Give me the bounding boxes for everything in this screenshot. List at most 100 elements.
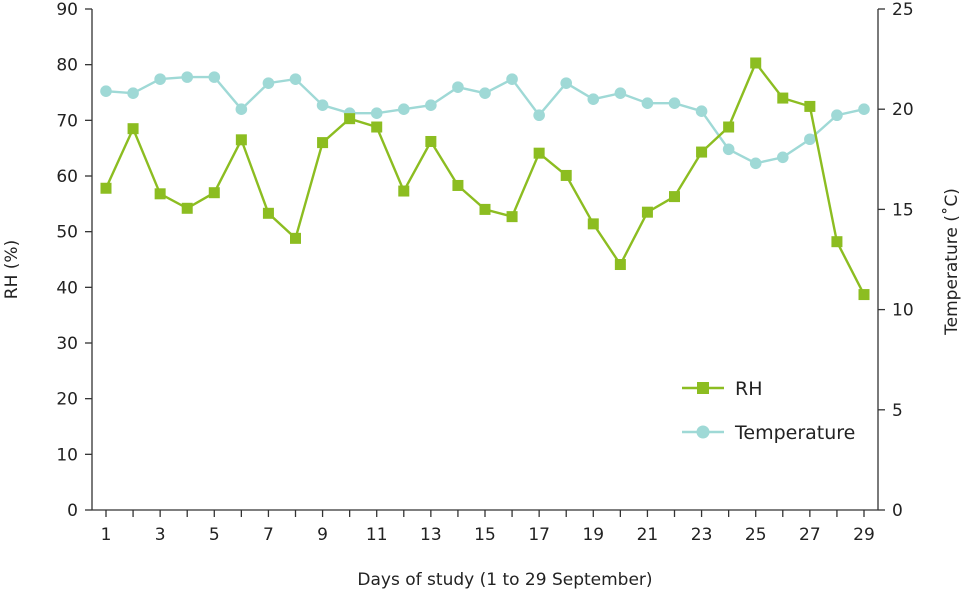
y2-tick-label: 25 (892, 0, 914, 20)
x-tick-label: 11 (366, 525, 388, 545)
data-point-temperature (100, 85, 112, 97)
data-point-rh (127, 123, 139, 135)
legend-temp-marker (696, 425, 710, 439)
x-tick-label: 7 (263, 525, 274, 545)
data-point-temperature (452, 81, 464, 93)
data-point-rh (290, 232, 301, 244)
data-point-rh (831, 236, 843, 248)
data-point-temperature (262, 77, 275, 89)
data-point-temperature (560, 77, 573, 89)
data-point-rh (669, 191, 680, 203)
y-tick-label: 30 (56, 334, 78, 354)
data-point-rh (344, 113, 356, 125)
data-point-rh (804, 100, 816, 112)
y2-tick-label: 10 (892, 301, 914, 321)
data-point-rh (452, 179, 464, 191)
data-point-temperature (749, 157, 762, 170)
legend-temp-label: Temperature (734, 422, 855, 444)
y2-tick-label: 5 (892, 401, 903, 421)
series-layer (100, 57, 870, 301)
data-point-rh (262, 207, 274, 219)
y-axis-title: RH (%) (2, 240, 22, 299)
data-point-rh (425, 135, 437, 147)
y-tick-label: 90 (56, 0, 78, 20)
data-point-temperature (831, 109, 843, 122)
data-point-temperature (641, 97, 654, 109)
x-tick-label: 21 (637, 525, 659, 545)
x-tick-label: 17 (528, 525, 550, 545)
data-point-temperature (533, 109, 545, 122)
y-tick-label: 50 (56, 223, 78, 243)
data-point-temperature (776, 151, 789, 164)
data-point-temperature (506, 73, 518, 85)
x-tick-label: 23 (691, 525, 713, 545)
series-rh (100, 57, 870, 301)
data-point-rh (235, 134, 247, 146)
data-point-rh (614, 259, 626, 271)
data-point-rh (208, 187, 220, 199)
data-point-temperature (181, 71, 194, 83)
data-point-temperature (289, 73, 302, 85)
legend-rh-label: RH (735, 378, 763, 400)
data-point-rh (533, 147, 545, 159)
data-point-temperature (479, 87, 491, 99)
x-tick-label: 19 (582, 525, 604, 545)
data-point-rh (506, 211, 518, 223)
series-temperature (100, 71, 870, 170)
x-tick-label: 1 (101, 525, 112, 545)
data-point-rh (696, 146, 708, 158)
data-point-temperature (425, 99, 437, 111)
data-point-rh (560, 169, 572, 181)
x-tick-label: 9 (317, 525, 328, 545)
y-tick-label: 0 (67, 501, 78, 521)
data-point-temperature (208, 71, 221, 83)
data-point-temperature (316, 99, 329, 111)
y2-tick-label: 20 (892, 100, 914, 120)
data-point-rh (181, 202, 193, 214)
x-tick-label: 29 (853, 525, 875, 545)
y-tick-label: 60 (56, 167, 78, 187)
data-point-temperature (614, 87, 627, 99)
data-point-rh (858, 289, 870, 301)
data-point-temperature (804, 133, 816, 146)
x-tick-label: 15 (474, 525, 496, 545)
data-point-temperature (668, 97, 681, 109)
data-point-rh (587, 218, 599, 230)
y-tick-label: 10 (56, 445, 78, 465)
legend: RH Temperature (682, 378, 855, 444)
y-tick-label: 70 (56, 111, 78, 131)
data-point-rh (100, 182, 112, 194)
legend-rh-marker (697, 382, 709, 394)
x-axis-title: Days of study (1 to 29 September) (357, 570, 652, 589)
y-tick-label: 80 (56, 56, 78, 76)
x-tick-label: 25 (745, 525, 767, 545)
data-point-rh (750, 57, 762, 69)
data-point-rh (777, 92, 789, 104)
data-point-temperature (587, 93, 600, 105)
data-point-temperature (397, 103, 410, 115)
y-tick-label: 40 (56, 278, 78, 298)
data-point-temperature (127, 87, 139, 99)
data-point-rh (723, 121, 735, 133)
x-tick-label: 5 (209, 525, 220, 545)
data-point-temperature (154, 73, 166, 85)
data-point-rh (479, 203, 491, 215)
x-tick-label: 13 (420, 525, 442, 545)
data-point-temperature (722, 143, 735, 156)
y2-tick-label: 0 (892, 501, 903, 521)
data-point-temperature (235, 103, 248, 115)
data-point-temperature (370, 107, 383, 120)
y-tick-label: 20 (56, 390, 78, 410)
y2-axis-title: Temperature (˚C) (941, 188, 962, 336)
y2-tick-label: 15 (892, 200, 914, 220)
data-point-rh (371, 121, 383, 133)
data-point-temperature (695, 105, 708, 118)
data-point-rh (154, 188, 166, 200)
x-tick-label: 27 (799, 525, 821, 545)
data-point-temperature (858, 103, 870, 115)
data-point-rh (317, 137, 329, 149)
data-point-rh (398, 185, 410, 197)
data-point-rh (641, 206, 653, 218)
